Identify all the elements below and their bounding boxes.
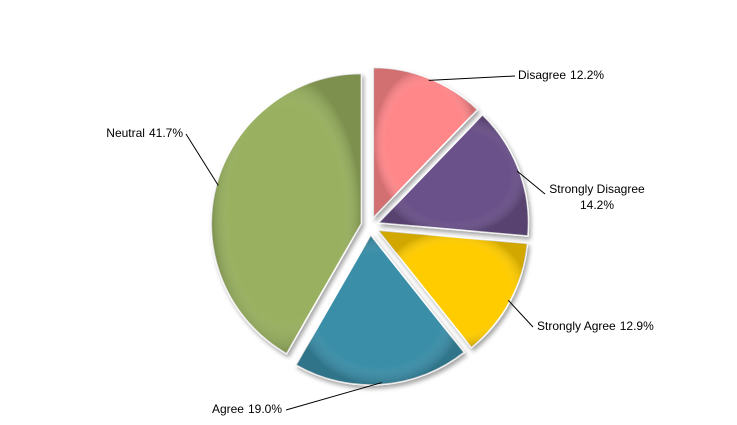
data-label: Strongly Disagree 14.2% (549, 182, 645, 212)
label-name: Strongly Disagree (549, 182, 645, 196)
label-name: Disagree (518, 68, 566, 82)
label-name: Agree (212, 402, 244, 416)
leader-line (285, 382, 382, 411)
data-label: Agree 19.0% (212, 402, 282, 416)
label-value: 12.9% (620, 319, 654, 333)
label-value: 41.7% (149, 126, 183, 140)
label-value: 19.0% (248, 402, 282, 416)
data-label: Disagree 12.2% (518, 68, 604, 82)
data-label: Neutral 41.7% (106, 126, 183, 140)
label-name: Neutral (106, 126, 145, 140)
label-value: 14.2% (580, 198, 614, 212)
leader-line (516, 170, 546, 195)
labels: Disagree 12.2%Strongly Disagree 14.2%Stron… (106, 68, 654, 416)
label-value: 12.2% (570, 68, 604, 82)
label-name: Strongly Agree (537, 319, 616, 333)
data-label: Strongly Agree 12.9% (537, 319, 654, 333)
pie (210, 66, 530, 386)
leader-line (185, 133, 219, 186)
leader-line (507, 299, 534, 328)
leader-line (428, 75, 516, 81)
